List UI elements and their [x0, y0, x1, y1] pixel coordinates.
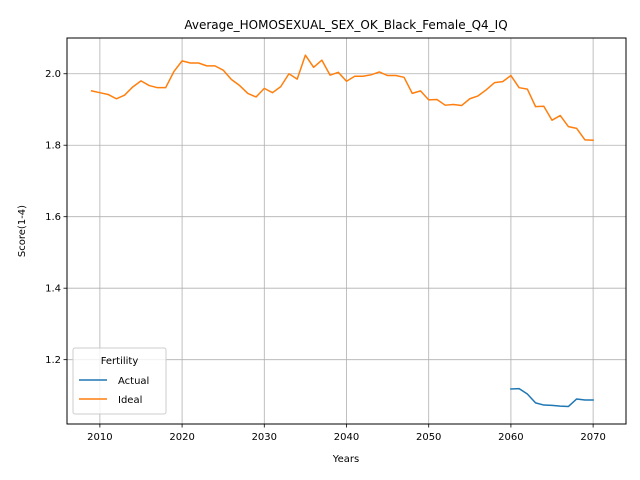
chart-title: Average_HOMOSEXUAL_SEX_OK_Black_Female_Q… [184, 18, 507, 32]
legend-box [72, 347, 167, 415]
y-tick-label: 1.4 [45, 284, 61, 295]
series-lines [90, 54, 594, 408]
legend-title: Fertility [101, 356, 139, 367]
legend-label-ideal: Ideal [118, 395, 142, 406]
x-axis-label: Years [332, 454, 359, 465]
x-tick-label: 2020 [169, 432, 194, 443]
x-tick-label: 2070 [580, 432, 605, 443]
legend-label-actual: Actual [118, 376, 149, 387]
y-tick-label: 1.8 [45, 141, 61, 152]
y-tick-label: 1.6 [45, 212, 61, 223]
y-tick-label: 1.2 [45, 355, 61, 366]
series-line-ideal [90, 54, 594, 142]
y-tick-label: 2.0 [45, 69, 61, 80]
y-axis-label: Score(1-4) [17, 205, 28, 257]
x-tick-label: 2040 [334, 432, 359, 443]
x-axis-ticks: 2010 2020 2030 2040 2050 2060 2070 [87, 424, 606, 443]
x-tick-label: 2010 [87, 432, 112, 443]
x-tick-label: 2050 [416, 432, 441, 443]
legend: Fertility Actual Ideal [72, 347, 167, 415]
y-axis-ticks: 1.2 1.4 1.6 1.8 2.0 [45, 69, 67, 366]
x-tick-label: 2060 [498, 432, 523, 443]
x-tick-label: 2030 [252, 432, 277, 443]
series-line-actual [510, 387, 594, 408]
